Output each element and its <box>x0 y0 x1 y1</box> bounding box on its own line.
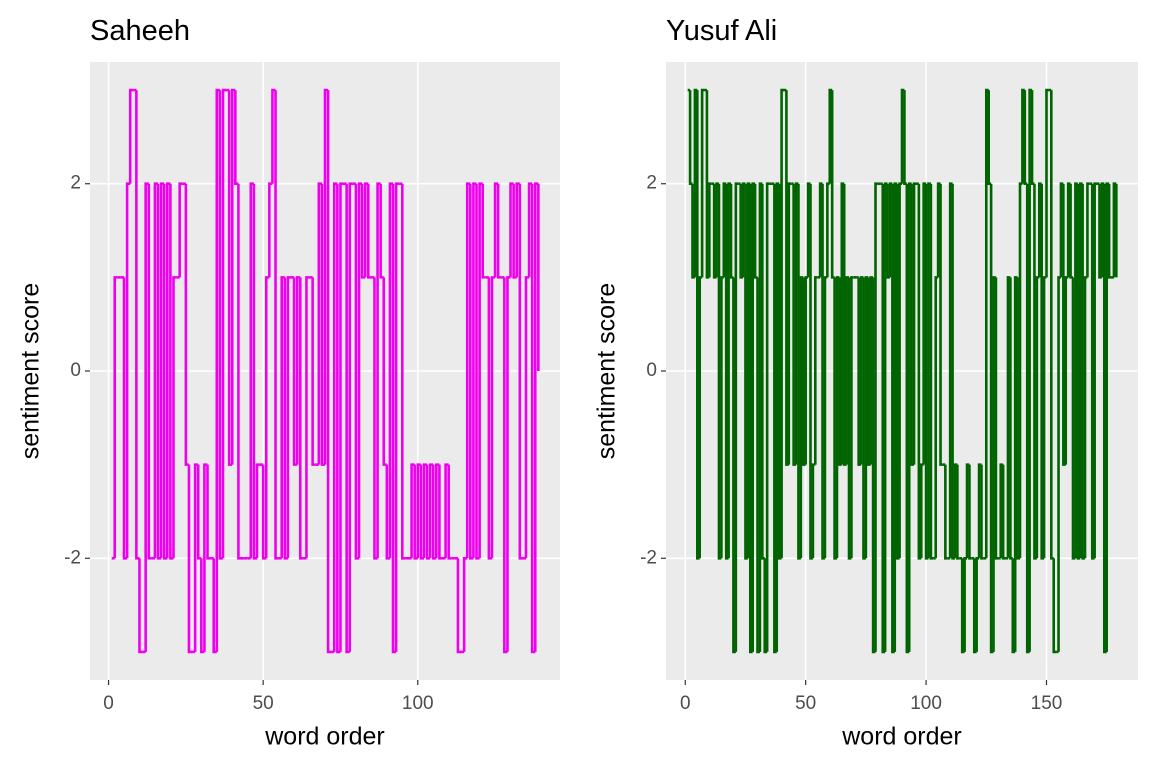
step-segment <box>187 464 193 654</box>
x-tick-label: 100 <box>402 693 434 714</box>
step-segment <box>929 183 934 560</box>
step-segment <box>172 276 177 559</box>
step-segment <box>456 558 462 654</box>
step-segment <box>765 182 770 652</box>
x-tick-label: 50 <box>795 693 816 714</box>
step-segment <box>366 183 372 279</box>
step-segment <box>147 183 152 560</box>
panel: -2 0 2 0 50 100 Saheeh word order sentiment scor… <box>17 15 560 751</box>
step-segment <box>339 182 344 652</box>
step-segment <box>968 464 972 560</box>
chart-title: Yusuf Ali <box>666 15 777 47</box>
step-segment <box>874 182 878 652</box>
y-tick-label: 0 <box>70 360 81 381</box>
step-segment <box>780 88 784 559</box>
step-segment <box>206 464 211 560</box>
step-segment <box>956 464 960 560</box>
step-segment <box>113 276 118 559</box>
x-tick-label: 100 <box>910 693 942 714</box>
step-segment <box>708 182 712 278</box>
x-axis-title: word order <box>841 723 962 751</box>
step-segment <box>700 88 705 278</box>
step-segment <box>447 464 452 560</box>
step-segment <box>438 464 443 560</box>
step-segment <box>1001 464 1006 560</box>
y-tick-label: 0 <box>646 360 657 381</box>
step-segment <box>178 182 183 278</box>
step-segment <box>298 277 304 560</box>
step-segment <box>401 183 406 560</box>
step-segment <box>787 182 792 465</box>
step-segment <box>980 464 984 560</box>
step-segment <box>305 276 310 559</box>
x-axis-title: word order <box>264 723 385 751</box>
step-segment <box>255 463 261 559</box>
step-segment <box>326 90 332 654</box>
step-segment <box>1086 182 1090 278</box>
step-segment <box>939 183 943 466</box>
x-tick-label: 150 <box>1031 693 1063 714</box>
step-segment <box>518 183 523 560</box>
step-segment <box>1045 88 1049 278</box>
step-segment <box>1107 183 1112 279</box>
step-segment <box>481 183 486 279</box>
step-segment <box>274 90 279 560</box>
x-tick-label: 50 <box>253 693 274 714</box>
x-tick-label: 0 <box>103 693 114 714</box>
step-segment <box>944 464 948 560</box>
step-segment <box>1052 558 1057 654</box>
step-segment <box>237 183 242 560</box>
step-segment <box>1093 182 1098 559</box>
panel: -2 0 2 0 50 100 150 Yusuf Ali word order sentimen… <box>593 15 1138 751</box>
chart-title: Saheeh <box>90 15 190 47</box>
step-segment <box>814 276 818 465</box>
step-segment <box>496 183 502 279</box>
step-segment <box>286 276 291 559</box>
step-segment <box>221 88 227 559</box>
step-segment <box>850 276 854 559</box>
step-segment <box>912 182 917 465</box>
step-segment <box>348 182 353 652</box>
step-segment <box>994 277 999 560</box>
step-segment <box>128 88 134 184</box>
step-segment <box>311 277 316 466</box>
y-axis-title: sentiment score <box>593 283 621 459</box>
y-tick-label: 2 <box>70 173 81 194</box>
y-tick-label: 2 <box>646 173 657 194</box>
step-segment <box>734 182 739 652</box>
y-axis-title: sentiment score <box>17 283 45 459</box>
x-tick-label: 0 <box>680 693 691 714</box>
y-tick-label: -2 <box>64 547 81 568</box>
step-segment <box>138 558 143 654</box>
y-tick-label: -2 <box>640 547 657 568</box>
step-segment <box>394 182 400 652</box>
